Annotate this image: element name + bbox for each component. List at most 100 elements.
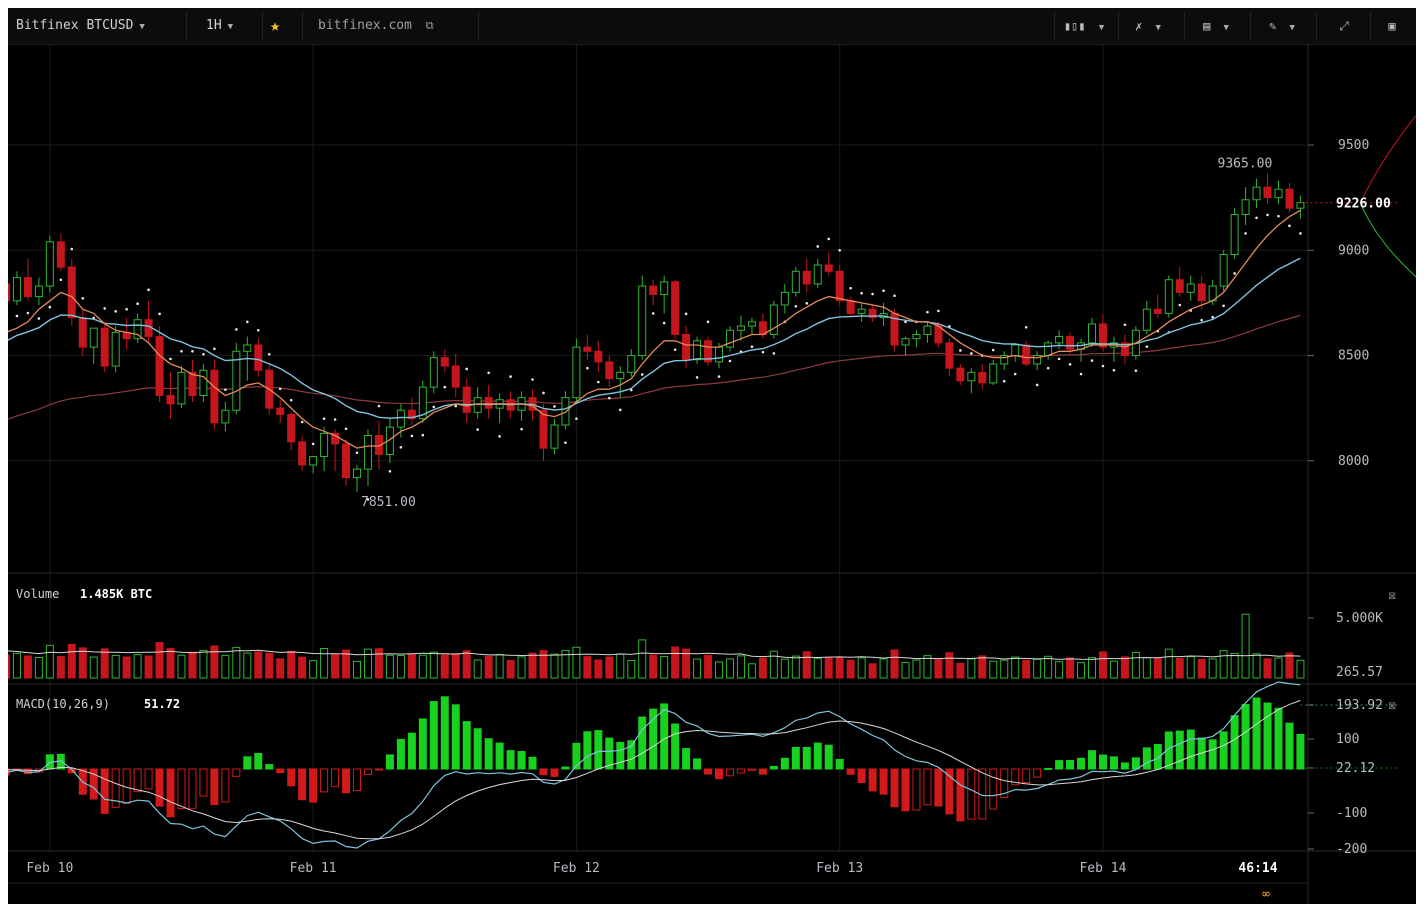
sar-dot <box>1035 383 1039 387</box>
volume-bar <box>1208 658 1217 679</box>
sar-dot <box>235 328 238 331</box>
macd-histogram-bar <box>1011 768 1020 786</box>
volume-bar <box>660 656 669 679</box>
macd-histogram-bar <box>243 756 252 770</box>
volume-bar <box>78 647 87 679</box>
macd-tick-label: -100 <box>1336 806 1367 821</box>
compare-icon[interactable]: ✗ ▼ <box>1135 19 1161 33</box>
volume-bar <box>835 656 844 679</box>
volume-bar <box>177 654 186 679</box>
volume-bar <box>56 656 65 679</box>
candle-body <box>429 357 438 388</box>
chart-canvas[interactable]: Feb 10 Feb 11 Feb 12 Feb 13 Feb 14 8000 8500 90… <box>8 8 1416 904</box>
volume-bar <box>484 655 493 679</box>
sar-dot <box>202 352 205 356</box>
volume-bar <box>890 649 899 679</box>
volume-bar <box>1044 655 1053 679</box>
candle-body <box>682 333 691 361</box>
sar-dot <box>125 307 128 311</box>
site-label: bitfinex.com <box>318 18 412 33</box>
candle-body <box>660 281 669 295</box>
sar-dot <box>509 375 512 378</box>
draw-icon[interactable]: ✎ ▼ <box>1269 19 1295 33</box>
sar-dot <box>355 451 359 455</box>
candle-body <box>385 426 394 455</box>
volume-bar <box>1153 657 1162 679</box>
macd-histogram-bar <box>1186 729 1195 770</box>
macd-histogram-bar <box>660 703 669 770</box>
candle-body <box>353 468 362 479</box>
sar-dot <box>1013 372 1017 376</box>
candle-body <box>396 409 405 428</box>
x-tick-label: Feb 12 <box>553 861 600 876</box>
toolbar-divider <box>1370 12 1371 40</box>
star-icon[interactable]: ★ <box>270 16 281 36</box>
indicators-icon[interactable]: ▤ ▼ <box>1203 19 1229 33</box>
sar-dot <box>498 435 501 438</box>
candle-body <box>978 371 987 384</box>
volume-bar <box>967 658 976 679</box>
y-tick-label: 8500 <box>1338 349 1369 364</box>
volume-bar <box>331 653 340 679</box>
sar-dot <box>1079 372 1083 376</box>
sar-dot <box>871 292 874 296</box>
macd-histogram-bar <box>287 768 296 787</box>
volume-bar <box>550 653 559 679</box>
candle-body <box>561 397 570 426</box>
macd-histogram-bar <box>857 768 866 784</box>
candles-icon[interactable]: ▮▯▮ ▼ <box>1063 19 1105 33</box>
macd-histogram-bar <box>627 740 636 770</box>
candle-body <box>1055 336 1064 344</box>
sar-dot <box>410 434 414 438</box>
sar-dot <box>81 296 85 300</box>
candle-body <box>901 338 910 346</box>
macd-histogram-bar <box>605 737 614 770</box>
candle-body <box>857 308 866 314</box>
sar-dot <box>1123 323 1127 327</box>
macd-histogram-bar <box>155 768 164 807</box>
volume-bar <box>1285 652 1294 679</box>
sar-dot <box>827 237 831 241</box>
candle-body <box>78 317 87 348</box>
candle-body <box>824 264 833 272</box>
volume-bar <box>309 660 318 679</box>
site-link[interactable]: bitfinex.com ⧉ <box>318 8 434 44</box>
symbol-selector[interactable]: Bitfinex BTCUSD ▼ <box>16 8 145 44</box>
sar-dot <box>103 307 106 310</box>
volume-bar <box>363 648 372 679</box>
toolbar-divider <box>1118 12 1119 40</box>
candle-body <box>1252 186 1261 201</box>
macd-histogram-bar <box>539 768 548 776</box>
macd-histogram-bar <box>725 768 734 777</box>
screenshot-icon[interactable]: ▣ <box>1388 19 1396 33</box>
volume-bar <box>100 648 109 679</box>
sar-dot <box>322 417 326 420</box>
volume-tick-label: 5.000K <box>1336 611 1383 626</box>
candle-body <box>34 285 43 298</box>
candle-body <box>1088 323 1096 344</box>
macd-histogram-bar <box>791 746 800 770</box>
y-tick-label: 9000 <box>1338 243 1369 258</box>
sar-dot <box>37 317 41 320</box>
volume-bar <box>561 649 570 679</box>
interval-selector[interactable]: 1H ▼ <box>206 8 233 44</box>
fullscreen-icon[interactable]: ⤢ <box>1339 19 1349 33</box>
candle-body <box>67 266 76 319</box>
macd-histogram-bar <box>1208 739 1217 770</box>
volume-bar <box>1022 659 1031 679</box>
macd-histogram-bar <box>583 731 592 770</box>
toolbar-divider <box>1054 12 1055 40</box>
candle-body <box>1000 355 1009 365</box>
sar-dot <box>114 310 117 313</box>
sar-dot <box>816 245 820 248</box>
chevron-down-icon: ▼ <box>139 22 145 32</box>
sar-dot <box>487 371 490 375</box>
sar-dot <box>465 367 469 371</box>
volume-bar <box>506 660 515 679</box>
volume-bar <box>671 646 680 679</box>
macd-histogram-bar <box>133 768 142 793</box>
chevron-down-icon: ▼ <box>227 22 234 32</box>
volume-value: 1.485K BTC <box>80 587 152 601</box>
candle-body <box>605 361 614 380</box>
volume-bar <box>1186 656 1195 679</box>
